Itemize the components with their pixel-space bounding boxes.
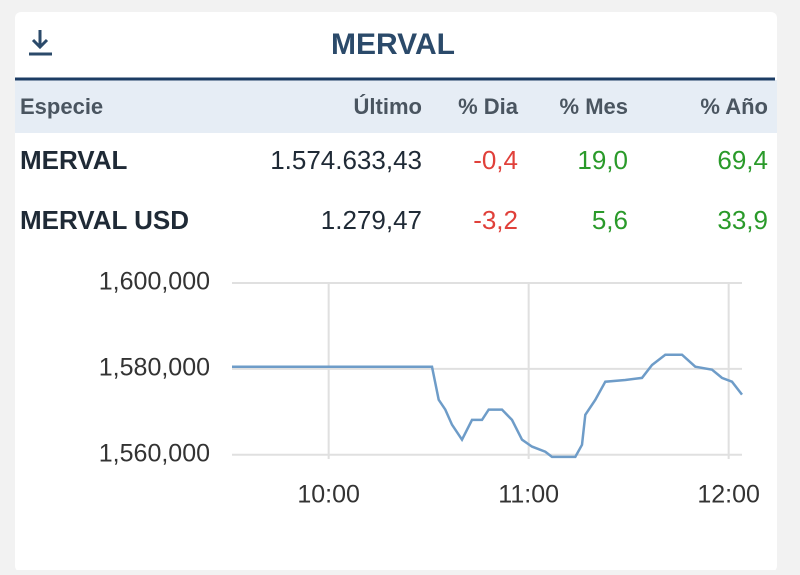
download-icon[interactable] [29, 30, 52, 56]
cell: 19,0 [577, 145, 628, 175]
row-name: MERVAL USD [20, 205, 189, 235]
column-header: Último [354, 94, 422, 119]
card [15, 12, 777, 572]
column-header: % Año [700, 94, 768, 119]
row-name: MERVAL [20, 145, 127, 175]
cell: 69,4 [717, 145, 768, 175]
y-tick-label: 1,580,000 [99, 353, 210, 381]
cell: -0,4 [473, 145, 518, 175]
cell: 33,9 [717, 205, 768, 235]
cell: -3,2 [473, 205, 518, 235]
y-tick-label: 1,600,000 [99, 268, 210, 296]
x-tick-label: 12:00 [697, 481, 760, 509]
table-header [15, 80, 777, 133]
x-tick-label: 10:00 [297, 481, 360, 509]
cell: 5,6 [592, 205, 628, 235]
widget-title: MERVAL [331, 28, 455, 61]
cell: 1.574.633,43 [270, 145, 422, 175]
y-tick-label: 1,560,000 [99, 439, 210, 467]
x-tick-label: 11:00 [498, 481, 559, 509]
cell: 1.279,47 [321, 205, 422, 235]
column-header: % Mes [560, 94, 628, 119]
column-header: Especie [20, 94, 103, 119]
price-line [232, 353, 743, 459]
column-header: % Dia [458, 94, 519, 119]
